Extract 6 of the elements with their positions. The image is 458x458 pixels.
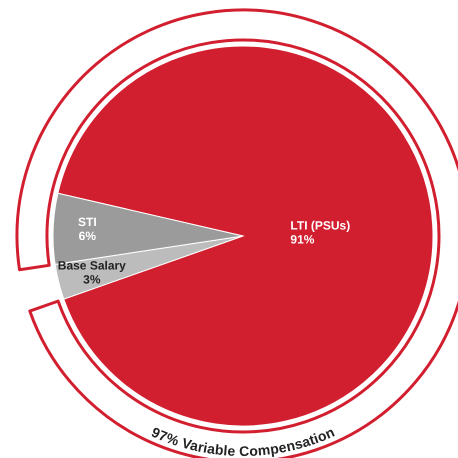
data-label: 91% <box>290 232 315 246</box>
slice-label: Base Salary <box>58 258 126 273</box>
slice-label: STI <box>78 215 97 230</box>
data-label: 6% <box>78 229 96 244</box>
slice-label: LTI (PSUs) <box>290 218 350 232</box>
data-label: 3% <box>83 272 101 287</box>
